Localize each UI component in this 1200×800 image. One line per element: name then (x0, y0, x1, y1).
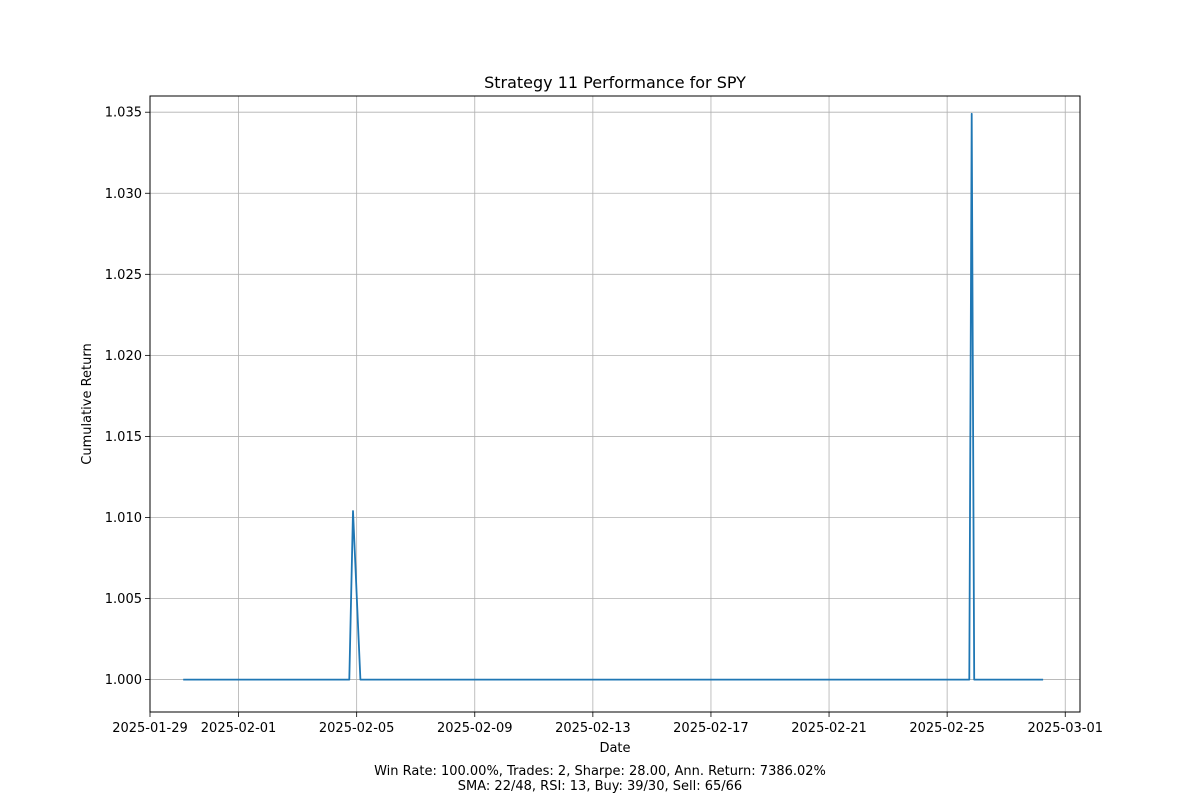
y-tick-label: 1.035 (105, 106, 142, 121)
tick-layer: 2025-01-29 2025-02-01 2025-02-05 2025-02-09… (105, 106, 1103, 736)
grid-layer (149, 96, 1080, 712)
x-tick-label: 2025-02-17 (673, 721, 749, 736)
stats-summary-line: Win Rate: 100.00%, Trades: 2, Sharpe: 28… (374, 764, 826, 779)
series-layer (183, 112, 1044, 681)
chart-title: Strategy 11 Performance for SPY (484, 73, 746, 92)
x-tick-label: 2025-02-01 (201, 721, 277, 736)
x-axis-label: Date (599, 741, 630, 756)
y-tick-label: 1.000 (105, 673, 142, 688)
x-tick-label: 2025-01-29 (112, 721, 188, 736)
y-tick-label: 1.025 (105, 268, 142, 283)
y-tick-label: 1.005 (105, 592, 142, 607)
x-tick-label: 2025-02-25 (909, 721, 985, 736)
y-tick-label: 1.030 (105, 187, 142, 202)
parameters-line: SMA: 22/48, RSI: 13, Buy: 39/30, Sell: 6… (457, 779, 743, 794)
y-tick-label: 1.010 (105, 511, 142, 526)
cumulative-return-line (183, 112, 1044, 681)
x-tick-label: 2025-02-21 (791, 721, 867, 736)
plot-frame (149, 95, 1081, 713)
x-tick-label: 2025-02-05 (319, 721, 395, 736)
x-tick-label: 2025-02-09 (437, 721, 513, 736)
x-tick-label: 2025-03-01 (1027, 721, 1103, 736)
y-tick-label: 1.015 (105, 430, 142, 445)
x-tick-label: 2025-02-13 (555, 721, 631, 736)
y-axis-label: Cumulative Return (80, 343, 95, 464)
y-tick-label: 1.020 (105, 349, 142, 364)
